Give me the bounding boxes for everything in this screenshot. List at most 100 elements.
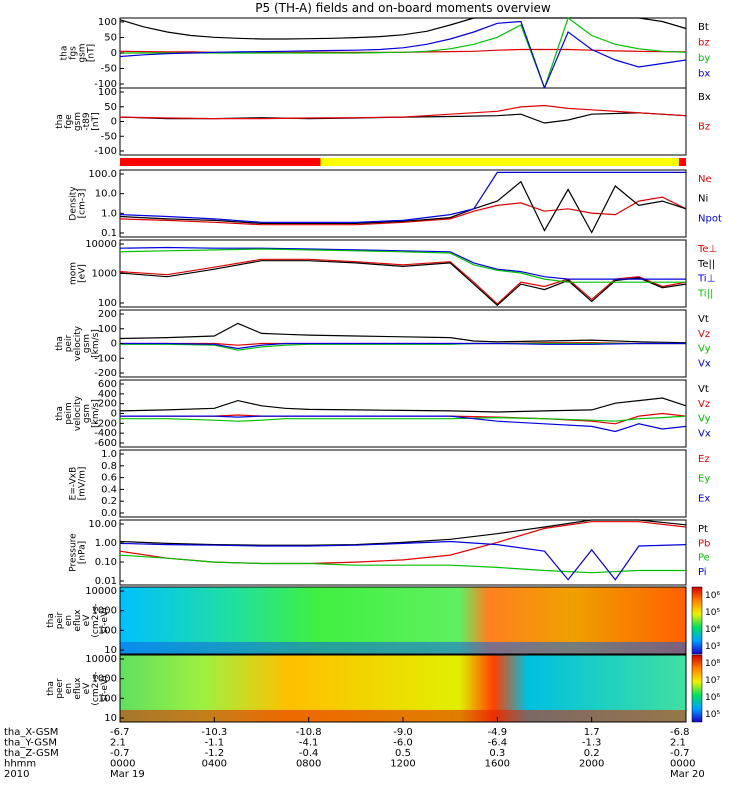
x-axis-value: 0.2 [584,748,600,759]
panel-temperature: 10000 1000 100 mom [eV] Te⊥ Te|| Ti⊥ Ti|| [69,239,718,309]
x-axis-value: 0800 [296,759,321,770]
x-axis-value: 2.1 [670,738,686,749]
x-axis-value: 1600 [485,759,510,770]
y-axis-label: tha [55,336,65,351]
y-tick-label: 10000 [85,654,117,665]
legend-label: Vt [698,384,709,395]
y-axis-label: [km/s] [91,329,101,358]
panel-frame [119,586,687,655]
state-segment [678,158,686,166]
y-tick-label: 10000 [85,586,117,597]
y-axis-label: tha [46,681,56,696]
series-line-peir-velocity-Vy [120,342,686,351]
series-line-fge-Bz [119,104,687,120]
x-axis-value: Mar 19 [110,769,145,780]
y-tick-label: 10 [104,645,117,656]
series-line-peim-velocity-Vt [119,397,687,413]
series-line-fgs-bx [119,20,687,90]
y-tick-label: 1000 [92,606,117,617]
panel-efield: 1.00.80.60.40.20.0 E=-VxB [mV/m] Ez Ey Ex [69,449,711,519]
x-axis-row-label: tha_Y-GSM [4,738,57,749]
spectrogram-band [120,641,686,654]
colorbar-tick-label: 10⁵ [705,710,720,720]
colorbar-tick-label: 10⁵ [705,608,720,618]
y-axis-label: gsm [82,334,92,353]
panel-peir-spec: 10⁶ 10⁵ 10⁴ 10³ 10000 1000 100 10 tha peir en eflux… [46,586,720,656]
y-tick-label: -100 [94,79,117,90]
spectrogram-band [120,709,686,722]
y-axis-label: Density [69,186,79,221]
legend-label: Ez [698,454,710,465]
legend-label: Ti⊥ [697,274,715,285]
legend-label: Vy [698,414,711,425]
y-tick-label: 10.0 [95,189,117,200]
x-axis-row-label: hhmm [4,759,36,770]
panel-frame [119,449,687,518]
y-axis-label: tha [60,46,70,61]
x-axis-value: 1.7 [584,727,600,738]
panel-frame [119,519,687,586]
x-axis-value: -6.4 [488,738,508,749]
state-segment [320,158,679,166]
y-axis-label: sr-eV) [100,675,110,701]
x-axis-value: -0.7 [670,748,690,759]
series-line-density-Ne [119,196,687,226]
panel-fgs: 100 50 0 -50 -100 tha fgs gsm [nT] Bt bz by bx [60,17,711,90]
x-axis-value: 0.5 [395,748,411,759]
y-tick-label: 0.10 [95,557,117,568]
y-axis-label: tha [55,114,65,129]
y-tick-label: 0.8 [101,461,117,472]
y-axis-label: peir [55,611,65,629]
legend-label: Bt [698,22,709,33]
series-line-peir-velocity-Vt [119,322,687,344]
panel-peer-spec: 10⁸ 10⁷ 10⁶ 10⁵ 10000 1000 100 10 tha peer en eflux… [46,654,720,724]
y-axis-label: (cm2-s- [91,603,101,637]
state-segment [120,158,321,166]
legend-label: Vz [698,399,710,410]
x-axis-value: -10.3 [201,727,227,738]
y-axis-label: [km/s] [91,399,101,428]
y-tick-label: 1000 [92,269,117,280]
legend-label: Vy [698,344,711,355]
y-axis-label: [nPa] [78,541,88,564]
x-axis-value: -6.7 [110,727,130,738]
y-tick-label: 1.0 [101,208,117,219]
y-tick-label: 200 [98,309,117,320]
x-axis-value: -0.4 [299,748,319,759]
y-tick-label: 0 [111,339,117,350]
y-axis-label: (cm2-s- [91,671,101,705]
x-axis-value: 0.3 [489,748,505,759]
y-tick-label: 100.0 [88,169,117,180]
x-axis-value: 0000 [670,759,695,770]
y-axis-label: [nT] [87,44,97,62]
y-axis-label: tha [55,406,65,421]
colorbar-tick-label: 10⁷ [705,676,720,686]
y-tick-label: 0 [111,409,117,420]
x-axis-value: -1.3 [582,738,602,749]
legend-label: Bx [698,92,711,103]
series-line-density-Ni [119,180,687,234]
y-axis-label: tha [46,613,56,628]
series-line-temperature-Ti [119,246,686,280]
y-tick-label: 400 [98,389,117,400]
y-axis-label: mom [69,262,79,285]
legend-label: Ex [698,493,710,504]
x-axis-row-label: tha_Z-GSM [4,748,59,759]
series-line-pressure-Pe [119,554,686,574]
y-axis-label: fge [64,114,74,129]
panel-frame [119,169,687,238]
y-axis-label: -t89 [82,112,92,131]
legend-label: Ni [698,194,708,205]
legend-label: Ti|| [697,288,713,299]
y-tick-label: 600 [98,379,117,390]
y-tick-label: 10.00 [88,519,117,530]
y-axis-label: en [64,683,74,694]
panel-fge: 100 50 0 -50 -100 tha fge gsm -t89 [nT] Bx Bz [55,87,711,157]
x-axis-value: -4.9 [488,727,508,738]
y-axis-label: peir [64,334,74,352]
y-tick-label: 0.4 [101,484,117,495]
y-axis-label: peer [55,678,65,699]
y-axis-label: E=-VxB [69,467,79,501]
colorbar-tick-label: 10⁴ [705,625,720,635]
